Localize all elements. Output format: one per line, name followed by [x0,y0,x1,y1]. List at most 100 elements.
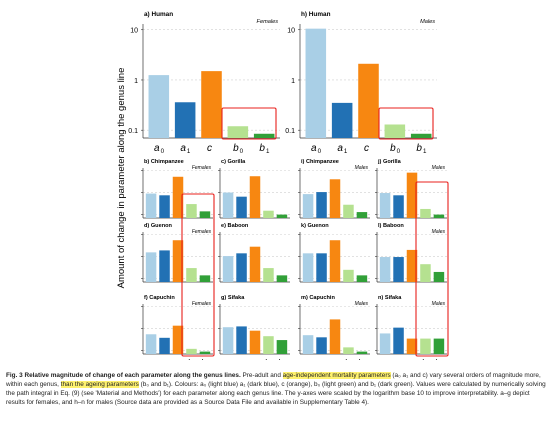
bar-m-b1 [356,351,368,354]
bar-n-c [406,338,418,354]
bar-j-a0 [379,193,391,218]
bar-c-a0 [222,192,234,218]
panel-d: d) Guenon Females [141,223,213,283]
bar-e-b1 [276,275,288,282]
param-subscript: 0 [397,148,401,155]
param-label: b [345,357,350,360]
panel-h: 10 1 0.1 h) Human Males [285,11,437,139]
bar-c-a1 [236,196,247,218]
figure-caption: Fig. 3 Relative magnitude of change of e… [6,371,548,407]
bar-i-a0 [302,194,314,218]
bar-i-b1 [356,212,368,218]
bar-h-a0 [305,28,327,138]
panel-g: g) Sifaka [218,295,290,355]
param-label: a [180,143,186,154]
bar-h-a1 [331,102,353,138]
panel-title: m) Capuchin [301,295,335,301]
bar-i-b0 [343,204,354,218]
param-label: a [395,357,400,360]
panel-title: j) Gorilla [377,159,402,165]
param-label: a [161,357,166,360]
param-label: a [147,357,152,360]
bar-d-b0 [186,268,197,282]
bar-m-a0 [302,335,314,354]
caption-text-3: (b₀ and b₁). Colours: a₀ (light blue) a₁… [6,381,546,406]
bar-m-b0 [343,347,354,354]
bar-b-b0 [186,204,197,218]
bar-l-a1 [393,257,404,282]
panel-m: m) Capuchin Males [298,295,370,355]
panel-e: e) Baboon [218,223,290,283]
y-tick-label: 1 [134,78,138,85]
panel-sex-label: Females [257,19,279,25]
bar-g-c [249,330,261,354]
param-subscript: 1 [266,148,270,155]
param-label: c [174,357,179,360]
bar-h-c [358,63,379,139]
param-label: b [416,143,422,154]
param-label: c [251,357,256,360]
bar-g-a1 [236,326,247,354]
panel-sex-label: Females [192,301,212,307]
panel-title: k) Guenon [301,223,329,229]
y-axis-label: Amount of change in parameter along the … [116,68,127,289]
panel-sex-label: Males [432,165,446,171]
panel-i: i) Chimpanzee Males [298,159,370,219]
bar-l-b0 [420,264,431,282]
bar-j-a1 [393,195,404,218]
param-label: b [390,143,396,154]
param-subscript: 0 [161,148,165,155]
caption-lead: Fig. 3 Relative magnitude of change of e… [6,372,241,379]
panel-title: h) Human [301,11,331,18]
panel-k: k) Guenon [298,223,370,283]
y-tick-label: 10 [287,28,295,35]
bar-n-b1 [433,338,445,354]
panel-title: c) Gorilla [221,159,246,165]
param-label: a [318,357,323,360]
bar-m-a1 [316,337,327,354]
y-tick-label: 0.1 [128,128,138,135]
highlight-box [378,107,434,140]
param-label: a [381,357,386,360]
caption-highlight-1: age-independent mortality parameters [282,372,391,379]
bar-f-c [172,325,184,354]
param-label: a [304,357,309,360]
param-label: b [265,357,270,360]
bar-a-a0 [148,75,170,138]
y-tick-label: 1 [291,78,295,85]
caption-text-2: (a₀ a₁ and c) vary several orders of mag… [6,372,541,388]
bar-k-b0 [343,269,354,282]
param-label: a [224,357,229,360]
bar-l-b1 [433,271,445,282]
param-label: b [422,357,427,360]
bar-b-a0 [145,193,157,218]
bar-k-b1 [356,275,368,282]
panel-title: b) Chimpanzee [144,159,184,165]
panel-title: d) Guenon [144,223,173,229]
panel-sex-label: Males [420,19,435,25]
param-label: b [188,357,193,360]
bar-e-a1 [236,253,247,282]
bar-f-a0 [145,334,157,354]
bar-g-a0 [222,327,234,354]
panel-a: 10 1 0.1 a) Human Females [128,11,280,139]
highlight-box [415,181,449,357]
bar-l-a0 [379,257,391,282]
caption-text-1: Pre-adult and [240,372,283,379]
panel-title: f) Capuchin [144,295,175,301]
panel-title: n) Sifaka [378,295,402,301]
bar-i-a1 [316,192,327,218]
highlight-box [181,193,215,357]
bar-a-c [201,71,222,138]
bar-e-c [249,246,261,282]
bar-b-a1 [159,195,170,218]
bar-n-b0 [420,338,431,354]
bar-k-a1 [316,253,327,282]
bar-l-c [406,249,418,282]
panel-title: l) Baboon [378,223,404,229]
param-label: c [207,143,212,154]
param-label: a [311,143,317,154]
panel-b: b) Chimpanzee Females [141,159,213,219]
bar-h-b1 [410,133,432,138]
figure-3: Amount of change in parameter along the … [116,11,449,360]
